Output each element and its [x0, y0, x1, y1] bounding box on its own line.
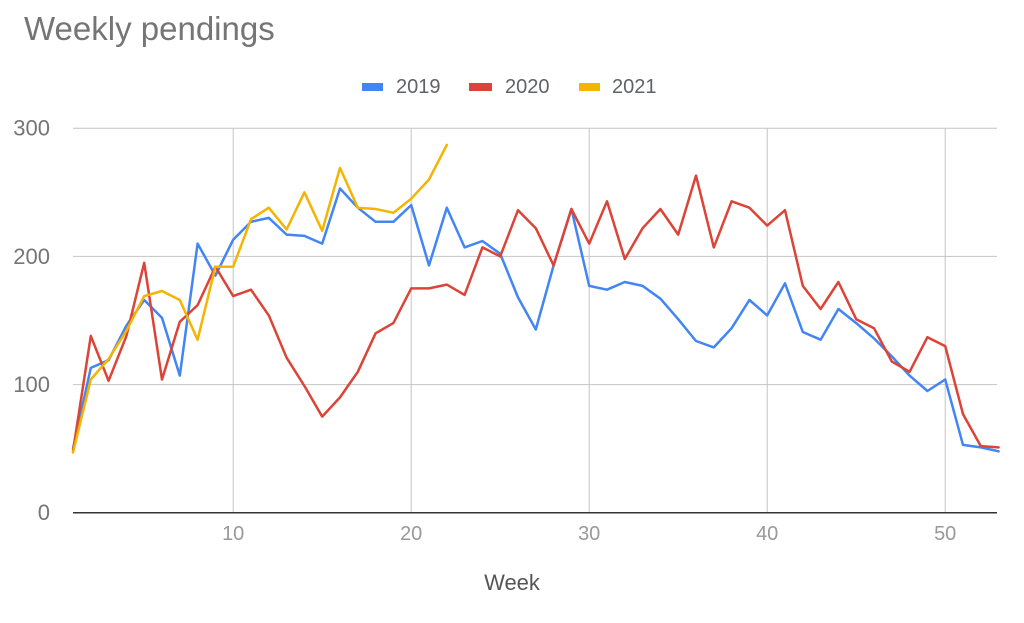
svg-text:30: 30: [578, 523, 600, 545]
svg-text:300: 300: [13, 116, 50, 141]
svg-text:0: 0: [38, 500, 50, 525]
svg-text:200: 200: [13, 244, 50, 269]
svg-text:10: 10: [222, 523, 244, 545]
svg-text:50: 50: [934, 523, 956, 545]
svg-text:100: 100: [13, 372, 50, 397]
svg-text:20: 20: [400, 523, 422, 545]
svg-text:40: 40: [756, 523, 778, 545]
